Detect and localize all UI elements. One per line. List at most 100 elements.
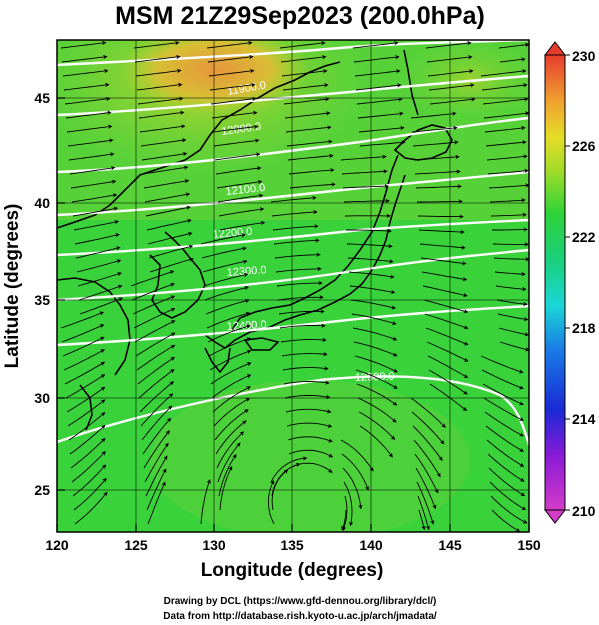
contour-label: 12400.0	[227, 319, 267, 333]
streamline	[287, 436, 333, 443]
streamline	[273, 238, 320, 245]
streamline	[341, 169, 388, 175]
streamline	[79, 297, 123, 315]
streamline	[499, 57, 526, 63]
warm-region-core	[120, 40, 310, 115]
streamline	[283, 97, 330, 105]
streamline	[425, 327, 469, 346]
streamline	[213, 138, 260, 147]
x-tick-label: 140	[359, 537, 383, 553]
contour-label: 12100.0	[225, 182, 266, 198]
streamline	[350, 299, 397, 310]
contour-12000	[57, 74, 529, 117]
streamline	[410, 397, 446, 428]
streamline	[358, 411, 396, 440]
streamline	[487, 168, 529, 175]
streamline	[217, 193, 264, 203]
streamline	[149, 257, 194, 273]
streamline	[145, 455, 168, 497]
y-tick-label: 40	[34, 195, 50, 211]
streamline	[64, 96, 111, 105]
coastline-mainland-asia	[57, 61, 341, 229]
streamline	[287, 153, 334, 161]
coastlines	[57, 49, 453, 431]
streamline	[139, 124, 186, 133]
streamline	[490, 495, 528, 524]
streamline	[276, 280, 323, 287]
streamline	[289, 182, 336, 189]
streamline	[279, 40, 326, 49]
wind-streamlines	[60, 40, 529, 532]
streamline	[493, 256, 529, 262]
streamline	[480, 68, 527, 77]
streamline	[136, 82, 183, 91]
streamline	[411, 125, 458, 133]
map-plot-area: 11900.0 12000.0 12100.0 12200.0 12300.0 …	[57, 40, 529, 532]
warm-region-northeast	[400, 40, 529, 120]
streamline	[72, 206, 119, 217]
streamline	[497, 313, 529, 322]
streamline	[483, 397, 524, 421]
streamline	[204, 285, 249, 301]
streamline	[280, 337, 327, 343]
streamline	[131, 282, 175, 301]
coastline-taiwan	[79, 384, 93, 431]
streamline	[488, 467, 526, 497]
streamline	[130, 270, 175, 287]
streamline	[340, 154, 387, 161]
streamline	[216, 431, 245, 469]
coastline-kyushu	[204, 347, 231, 374]
colorbar-tick-label: 210	[572, 503, 596, 519]
x-tick-label: 150	[517, 537, 541, 553]
streamline	[72, 464, 107, 497]
streamline	[346, 228, 392, 234]
streamline	[69, 165, 116, 175]
streamline	[210, 96, 257, 105]
streamline	[480, 355, 524, 374]
streamline	[146, 468, 167, 511]
credit-data: Data from http://database.rish.kyoto-u.a…	[163, 611, 437, 622]
streamline	[484, 411, 524, 437]
streamline	[286, 422, 333, 428]
streamline	[134, 54, 181, 63]
streamline	[428, 369, 468, 395]
streamline	[64, 361, 106, 385]
streamline	[143, 430, 170, 469]
streamline	[413, 439, 441, 478]
streamline	[481, 369, 524, 390]
streamline	[69, 424, 106, 455]
streamline	[428, 83, 475, 91]
streamline	[141, 151, 188, 161]
coastline-korea	[149, 231, 206, 319]
streamline	[424, 313, 469, 330]
streamline	[425, 40, 472, 49]
y-tick-label: 30	[34, 390, 50, 406]
streamline	[274, 252, 321, 259]
streamline	[65, 374, 106, 399]
streamline	[140, 393, 174, 427]
contour-label: 12000.0	[221, 121, 262, 138]
streamline	[61, 54, 108, 63]
streamline	[281, 351, 328, 357]
contour-12100	[57, 116, 529, 174]
streamline	[218, 207, 265, 217]
streamline	[73, 219, 120, 231]
contour-11900	[57, 40, 529, 67]
x-tick-label: 130	[202, 537, 226, 553]
streamline	[418, 229, 465, 235]
streamline	[146, 218, 192, 231]
y-axis: 45 40 35 30 25 Latitude (degrees)	[2, 90, 65, 498]
colorbar-tick-label: 226	[572, 138, 596, 154]
streamline	[423, 299, 469, 314]
streamline	[71, 193, 118, 203]
x-tick-label: 125	[124, 537, 148, 553]
streamline	[418, 509, 426, 531]
coastline-shikoku	[243, 337, 280, 351]
streamline	[351, 313, 397, 326]
colorbar-tick-label: 230	[572, 48, 596, 64]
colorbar-scale	[544, 54, 566, 511]
streamline	[288, 167, 335, 175]
streamline	[137, 356, 176, 385]
streamline	[352, 327, 398, 341]
streamline	[206, 40, 253, 49]
